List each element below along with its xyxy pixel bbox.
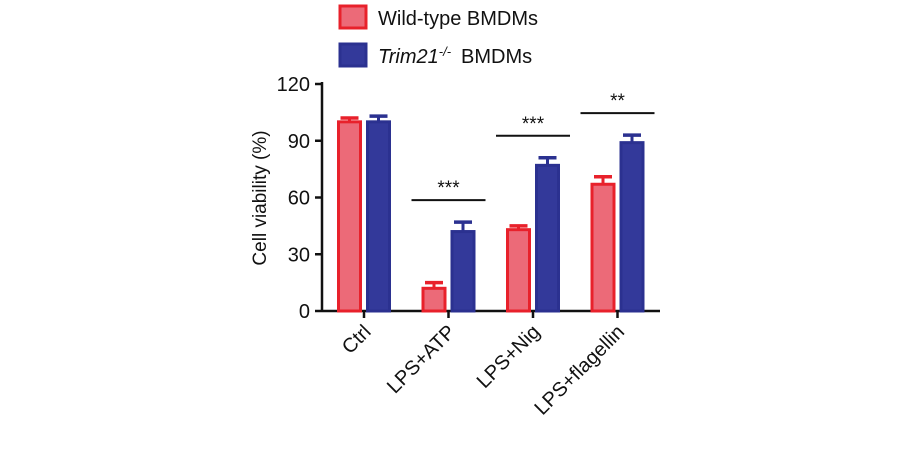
legend-label-trim21: Trim21-/- BMDMs (378, 44, 532, 69)
y-tick-label: 30 (288, 244, 310, 266)
bar-trim21-lps-nig (535, 163, 560, 313)
significance-label: *** (437, 178, 460, 199)
y-tick-label: 90 (288, 131, 310, 153)
legend-label-wild-type: Wild-type BMDMs (378, 8, 538, 30)
legend-swatch-wild-type (338, 4, 368, 30)
y-axis-title: Cell viability (%) (250, 130, 271, 265)
bar-trim21-lps-flagellin (619, 141, 645, 313)
significance-label: *** (522, 114, 545, 135)
significance-label: ** (610, 91, 625, 112)
bar-trim21-ctrl (366, 120, 391, 313)
y-tick-label: 60 (288, 188, 310, 210)
bar-trim21-lps-atp (450, 230, 476, 313)
bar-wild-type-lps-flagellin (590, 182, 616, 313)
x-tick-label: Ctrl (338, 321, 376, 359)
y-tick-label: 0 (299, 301, 310, 323)
significance-markers: ******** (411, 91, 655, 202)
legend: Wild-type BMDMs Trim21-/- BMDMs (338, 4, 538, 69)
bar-wild-type-lps-atp (421, 286, 447, 313)
x-tick-label: LPS+flagellin (531, 321, 630, 420)
bars (337, 114, 645, 313)
bar-wild-type-lps-nig (506, 228, 531, 313)
x-tick-label: LPS+Nig (473, 321, 545, 393)
legend-swatch-trim21 (338, 42, 368, 68)
x-tick-label: LPS+ATP (383, 321, 460, 398)
bar-wild-type-ctrl (337, 120, 362, 313)
y-tick-label: 120 (277, 74, 310, 96)
